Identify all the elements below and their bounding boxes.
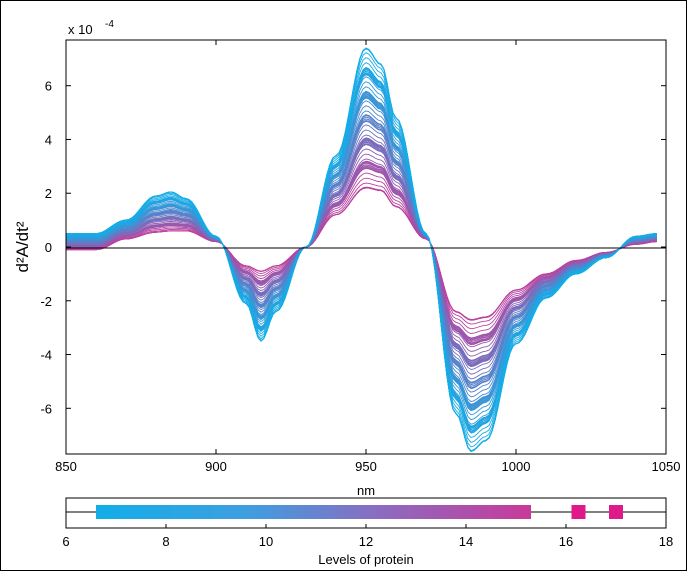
y-axis-ticks: -6 -4 -2 0 2 4 6 [40,79,666,416]
spectrum-line [66,186,658,321]
spectrum-line [66,86,658,416]
y-tick-label: -2 [40,294,52,309]
spectrum-line [66,177,658,330]
y-tick-label: 0 [45,240,52,255]
protein-tick-label: 18 [659,534,673,549]
y-exponent-base: x 10 [68,22,93,37]
spectrum-line [66,148,658,357]
x-tick-label: 900 [205,459,227,474]
spectrum-line [66,134,658,370]
spectrum-line [66,110,658,393]
x-tick-label: 1050 [652,459,681,474]
spectrum-line [66,172,658,334]
protein-range-bar [96,505,531,519]
main-plot-area [65,39,667,455]
protein-tick-label: 16 [559,534,573,549]
spectrum-line [66,158,658,348]
y-tick-label: -4 [40,348,52,363]
protein-points [571,505,623,519]
x-axis-ticks: 850 900 950 1000 1050 [55,40,680,474]
protein-axis-ticks: 6 8 10 12 14 16 18 [62,524,673,549]
x-tick-label: 1000 [502,459,531,474]
spectrum-line [66,81,658,421]
protein-tick-label: 10 [259,534,273,549]
spectrum-line [66,105,658,398]
protein-tick-label: 12 [359,534,373,549]
y-axis-label: d²A/dt² [13,221,32,272]
spectrum-line [66,47,658,452]
x-tick-label: 950 [355,459,377,474]
spectrum-line [66,182,658,325]
y-tick-label: 2 [45,186,52,201]
spectrum-line [66,162,658,344]
protein-point [571,505,586,519]
x-axis-label: nm [357,483,375,498]
protein-point [609,505,623,519]
y-tick-label: -6 [40,401,52,416]
y-exponent-power: -4 [105,19,114,30]
y-tick-label: 4 [45,132,52,147]
protein-tick-label: 6 [62,534,69,549]
spectrum-line [66,153,658,352]
spectra-curves [66,47,658,452]
x-tick-label: 850 [55,459,77,474]
protein-tick-label: 14 [459,534,473,549]
spectrum-line [66,129,658,375]
protein-tick-label: 8 [162,534,169,549]
y-tick-label: 6 [45,79,52,94]
protein-axis-label: Levels of protein [318,552,413,567]
